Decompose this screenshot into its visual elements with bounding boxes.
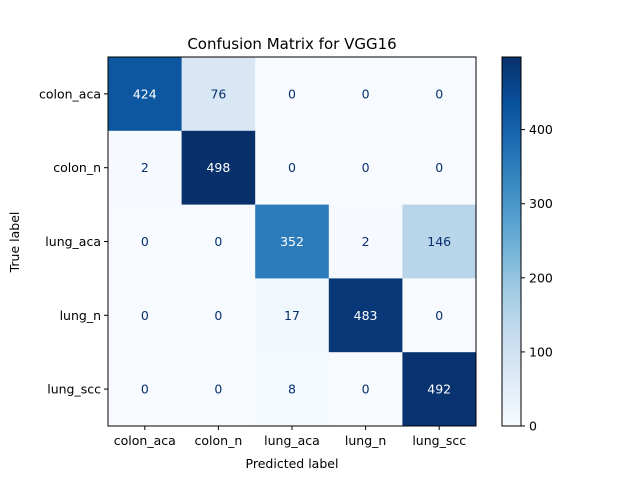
y-axis-ticks: colon_aca colon_n lung_aca lung_n lung_scc <box>39 86 108 397</box>
cell-value-label: 17 <box>284 308 300 323</box>
cell-value-label: 492 <box>427 382 451 397</box>
heatmap-cell <box>402 278 477 353</box>
x-tick-label: colon_aca <box>114 433 176 448</box>
heatmap-cell <box>402 57 477 132</box>
heatmap-cell <box>108 57 183 132</box>
heatmap-cell <box>328 278 403 353</box>
cell-value-label: 424 <box>133 86 157 101</box>
cell-value-label: 0 <box>362 86 370 101</box>
heatmap-cell <box>181 352 256 427</box>
colorbar <box>501 56 522 427</box>
heatmap-cell <box>108 352 183 427</box>
x-tick-label: lung_n <box>345 433 386 448</box>
cell-value-label: 0 <box>214 382 222 397</box>
heatmap-cell-labels: 424 76 0 0 0 2 498 0 0 0 0 0 352 2 146 0 0 17 483 0 0 0 8 0 492 <box>133 86 451 396</box>
y-tick-label: lung_scc <box>47 382 101 397</box>
colorbar-tick-label: 0 <box>529 419 537 434</box>
cell-value-label: 2 <box>141 160 149 175</box>
y-tick-label: lung_aca <box>45 234 101 249</box>
heatmap-cell <box>181 130 256 206</box>
heatmap-cell <box>402 204 477 279</box>
cell-value-label: 8 <box>288 382 296 397</box>
colorbar-ticks: 0 100 200 300 400 <box>521 122 553 434</box>
y-tick-label: colon_aca <box>39 86 101 101</box>
cell-value-label: 0 <box>288 86 296 101</box>
cell-value-label: 0 <box>435 308 443 323</box>
cell-value-label: 146 <box>427 234 451 249</box>
cell-value-label: 0 <box>214 234 222 249</box>
heatmap-cell <box>402 352 477 427</box>
cell-value-label: 0 <box>435 160 443 175</box>
cell-value-label: 0 <box>141 308 149 323</box>
colorbar-tick-label: 400 <box>529 122 553 137</box>
y-tick-label: lung_n <box>60 308 101 323</box>
cell-value-label: 352 <box>280 234 304 249</box>
heatmap-cell <box>328 57 403 132</box>
x-axis-label: Predicted label <box>246 456 339 471</box>
heatmap-cell <box>255 204 330 279</box>
cell-value-label: 0 <box>362 382 370 397</box>
heatmap-cell <box>255 130 330 206</box>
heatmap-cell <box>255 352 330 427</box>
heatmap-cell <box>328 130 403 206</box>
heatmap-cell <box>328 204 403 279</box>
colorbar-tick-label: 200 <box>529 270 553 285</box>
cell-value-label: 483 <box>354 308 378 323</box>
heatmap-cell <box>108 130 183 206</box>
x-tick-label: lung_aca <box>264 433 320 448</box>
heatmap-cells <box>108 57 477 427</box>
x-tick-label: lung_scc <box>412 433 466 448</box>
x-axis-ticks: colon_aca colon_n lung_aca lung_n lung_scc <box>114 426 466 448</box>
heatmap-cell <box>108 204 183 279</box>
cell-value-label: 0 <box>288 160 296 175</box>
cell-value-label: 0 <box>141 382 149 397</box>
cell-value-label: 2 <box>362 234 370 249</box>
chart-title: Confusion Matrix for VGG16 <box>187 35 396 53</box>
colorbar-tick-label: 100 <box>529 344 553 359</box>
heatmap-cell <box>108 278 183 353</box>
x-tick-label: colon_n <box>195 433 243 448</box>
heatmap-cell <box>181 278 256 353</box>
heatmap-cell <box>181 57 256 132</box>
cell-value-label: 0 <box>435 86 443 101</box>
colorbar-tick-label: 300 <box>529 196 553 211</box>
cell-value-label: 0 <box>214 308 222 323</box>
heatmap-cell <box>255 278 330 353</box>
cell-value-label: 498 <box>206 160 230 175</box>
cell-value-label: 0 <box>141 234 149 249</box>
heatmap-cell <box>181 204 256 279</box>
cell-value-label: 0 <box>362 160 370 175</box>
cell-value-label: 76 <box>210 86 226 101</box>
heatmap-cell <box>402 130 477 206</box>
heatmap-cell <box>328 352 403 427</box>
y-tick-label: colon_n <box>53 160 101 175</box>
y-axis-label: True label <box>7 212 22 274</box>
heatmap-cell <box>255 57 330 132</box>
